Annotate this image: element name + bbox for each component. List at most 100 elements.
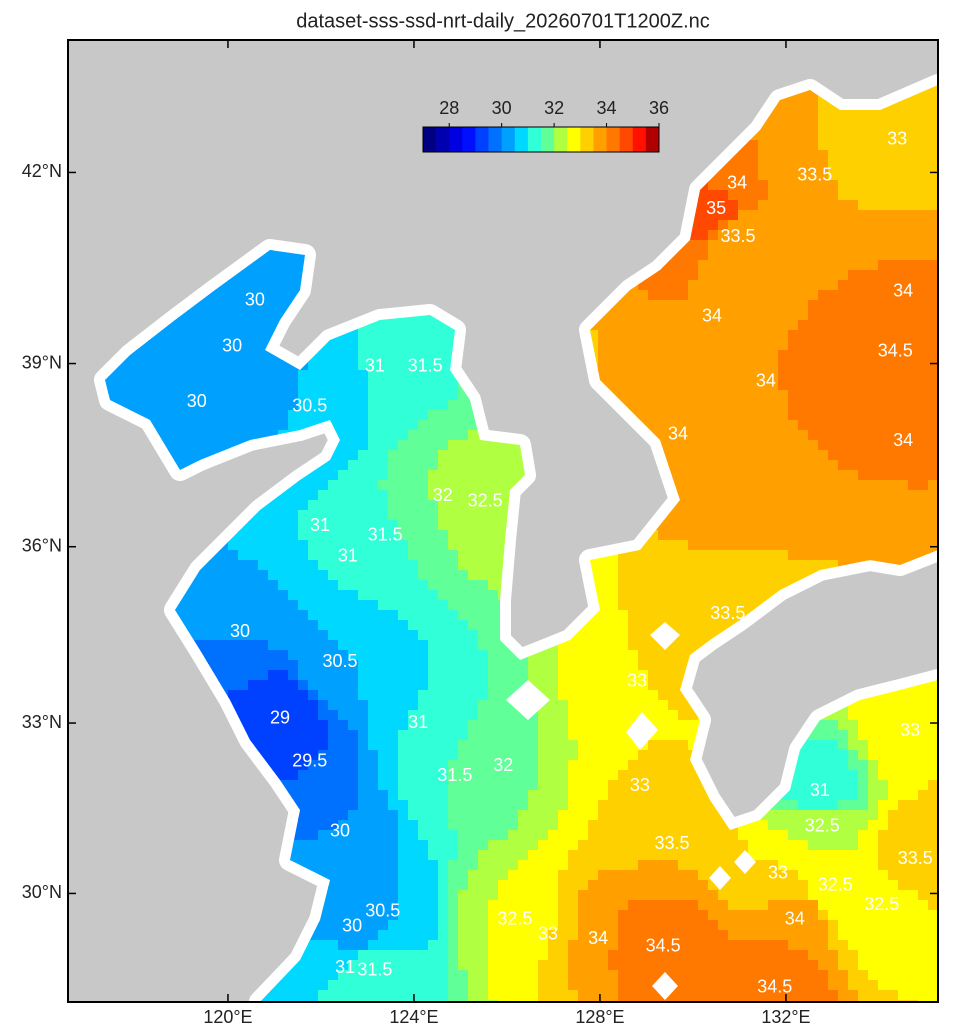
field-cell (698, 590, 709, 601)
field-cell (798, 540, 809, 551)
field-cell (758, 290, 769, 301)
field-cell (228, 420, 239, 431)
field-cell (928, 520, 938, 531)
field-cell (668, 380, 679, 391)
field-cell (698, 350, 709, 361)
field-cell (698, 200, 709, 211)
field-cell (728, 280, 739, 291)
field-cell (888, 390, 899, 401)
field-cell (688, 560, 699, 571)
field-cell (898, 480, 909, 491)
field-cell (818, 510, 829, 521)
field-cell (378, 430, 389, 441)
field-cell (428, 500, 439, 511)
field-cell (788, 160, 799, 171)
field-cell (908, 110, 919, 121)
field-cell (768, 140, 779, 151)
field-cell (368, 450, 379, 461)
field-cell (718, 350, 729, 361)
field-cell (818, 370, 829, 381)
field-cell (338, 410, 349, 421)
field-cell (788, 280, 799, 291)
field-cell (748, 160, 759, 171)
field-cell (628, 580, 639, 591)
field-cell (668, 560, 679, 571)
field-cell (768, 520, 779, 531)
field-cell (878, 190, 889, 201)
field-cell (458, 580, 469, 591)
field-cell (158, 410, 169, 421)
field-cell (748, 140, 759, 151)
field-cell (258, 250, 269, 261)
field-cell (468, 590, 479, 601)
field-cell (888, 330, 899, 341)
field-cell (698, 210, 709, 221)
field-cell (748, 570, 759, 581)
field-cell (658, 270, 669, 281)
field-cell (888, 310, 899, 321)
field-cell (678, 460, 689, 471)
field-cell (788, 470, 799, 481)
field-cell (608, 560, 619, 571)
field-cell (288, 510, 299, 521)
field-cell (928, 530, 938, 541)
field-cell (238, 390, 249, 401)
field-cell (918, 400, 929, 411)
field-cell (708, 240, 719, 251)
field-cell (788, 290, 799, 301)
field-cell (348, 560, 359, 571)
field-cell (708, 580, 719, 591)
field-cell (728, 300, 739, 311)
field-cell (718, 540, 729, 551)
field-cell (898, 330, 909, 341)
field-cell (208, 310, 219, 321)
field-cell (488, 550, 499, 561)
field-cell (628, 350, 639, 361)
field-cell (328, 460, 339, 471)
field-cell (248, 570, 259, 581)
field-cell (728, 320, 739, 331)
field-cell (908, 290, 919, 301)
field-cell (118, 380, 129, 391)
field-cell (438, 370, 449, 381)
field-cell (828, 490, 839, 501)
field-cell (828, 260, 839, 271)
field-cell (178, 400, 189, 411)
field-cell (768, 560, 779, 571)
field-cell (458, 440, 469, 451)
field-cell (218, 280, 229, 291)
field-cell (698, 400, 709, 411)
field-cell (318, 500, 329, 511)
field-cell (688, 350, 699, 361)
field-cell (778, 330, 789, 341)
field-cell (898, 510, 909, 521)
field-cell (808, 470, 819, 481)
field-cell (728, 330, 739, 341)
field-cell (888, 130, 899, 141)
field-cell (708, 310, 719, 321)
field-cell (368, 520, 379, 531)
field-cell (738, 190, 749, 201)
field-cell (888, 170, 899, 181)
field-cell (788, 230, 799, 241)
field-cell (888, 430, 899, 441)
field-cell (768, 530, 779, 541)
field-cell (438, 570, 449, 581)
field-cell (288, 610, 299, 621)
field-cell (918, 260, 929, 271)
field-cell (308, 410, 319, 421)
field-cell (358, 450, 369, 461)
field-cell (338, 490, 349, 501)
field-cell (868, 200, 879, 211)
field-cell (448, 330, 459, 341)
field-cell (308, 550, 319, 561)
field-cell (498, 490, 509, 501)
field-cell (728, 580, 739, 591)
field-cell (308, 390, 319, 401)
field-cell (658, 430, 669, 441)
field-cell (588, 570, 599, 581)
field-cell (928, 85, 938, 91)
field-cell (828, 230, 839, 241)
field-cell (658, 290, 669, 301)
field-cell (898, 240, 909, 251)
